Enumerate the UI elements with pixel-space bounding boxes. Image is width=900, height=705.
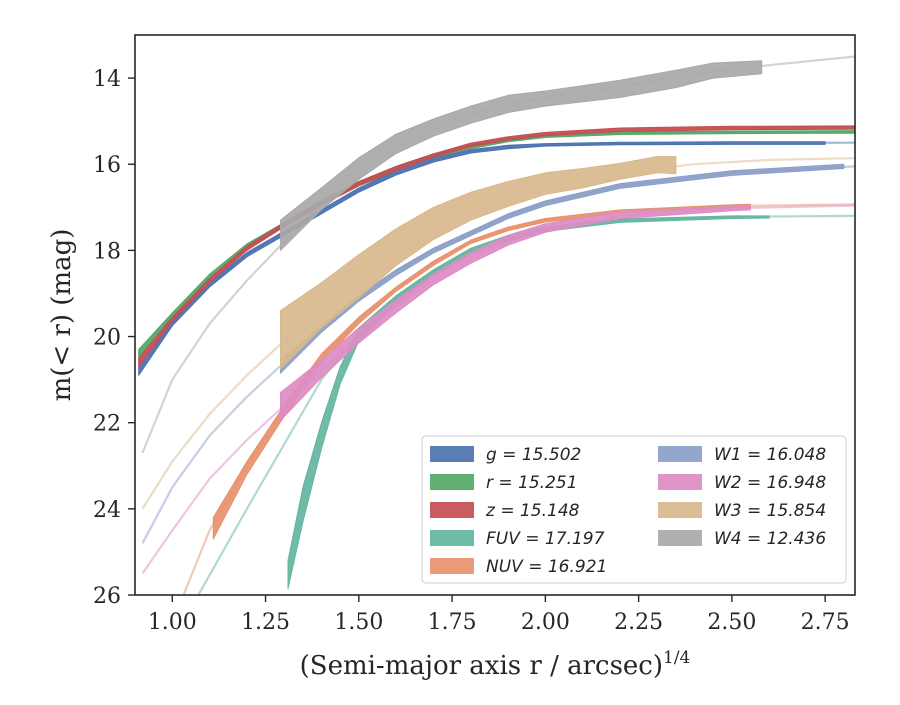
data-bands	[138, 60, 855, 589]
y-tick-label: 22	[93, 412, 121, 437]
legend-swatch-r	[430, 474, 474, 490]
x-tick-label: 1.50	[334, 610, 383, 635]
x-tick-label: 2.50	[707, 610, 756, 635]
y-tick-label: 26	[93, 584, 121, 609]
legend-swatch-g	[430, 446, 474, 462]
x-tick-label: 2.75	[801, 610, 850, 635]
data-band-w1	[280, 163, 845, 374]
legend: g = 15.502 r = 15.251 z = 15.148 FUV = 17.1…	[421, 435, 847, 584]
legend-label-w4: W4 = 12.436	[714, 529, 826, 549]
legend-swatch-fuv	[430, 530, 474, 546]
legend-label-nuv: NUV = 16.921	[486, 557, 607, 577]
legend-frame	[421, 435, 847, 584]
x-axis: 1.00 1.25 1.50 1.75 2.00 2.25 2.50 2.75	[148, 595, 850, 635]
y-axis-title: m(< r) (mag)	[47, 229, 77, 402]
x-tick-label: 2.00	[521, 610, 570, 635]
legend-label-g: g = 15.502	[486, 445, 581, 465]
legend-label-fuv: FUV = 17.197	[486, 529, 605, 549]
data-band-w3	[280, 156, 677, 370]
x-axis-title-exponent: 1/4	[663, 648, 690, 668]
legend-swatch-w3	[658, 502, 702, 518]
legend-swatch-w1	[658, 446, 702, 462]
x-tick-label: 1.00	[148, 610, 197, 635]
legend-label-w1: W1 = 16.048	[714, 445, 826, 465]
legend-swatch-w4	[658, 530, 702, 546]
x-axis-title: (Semi-major axis r / arcsec)1/4	[300, 648, 691, 681]
plot-frame	[134, 34, 856, 596]
legend-label-w2: W2 = 16.948	[714, 473, 826, 493]
x-tick-label: 1.75	[428, 610, 477, 635]
legend-swatch-z	[430, 502, 474, 518]
legend-label-r: r = 15.251	[486, 473, 578, 493]
y-tick-label: 20	[93, 326, 121, 351]
legend-swatch-nuv	[430, 558, 474, 574]
data-band-w2	[280, 205, 751, 421]
x-axis-title-text: (Semi-major axis r / arcsec)	[300, 651, 663, 681]
data-band-w4	[280, 60, 763, 251]
x-tick-label: 2.25	[614, 610, 663, 635]
data-band-fuv	[287, 215, 770, 589]
legend-label-z: z = 15.148	[485, 501, 580, 521]
x-tick-label: 1.25	[241, 610, 290, 635]
legend-label-w3: W3 = 15.854	[714, 501, 826, 521]
y-tick-label: 14	[93, 67, 121, 92]
y-tick-label: 16	[93, 153, 121, 178]
y-tick-label: 18	[93, 239, 121, 264]
legend-swatch-w2	[658, 474, 702, 490]
y-tick-label: 24	[93, 498, 121, 523]
y-axis: 14 16 18 20 22 24 26	[93, 67, 135, 609]
